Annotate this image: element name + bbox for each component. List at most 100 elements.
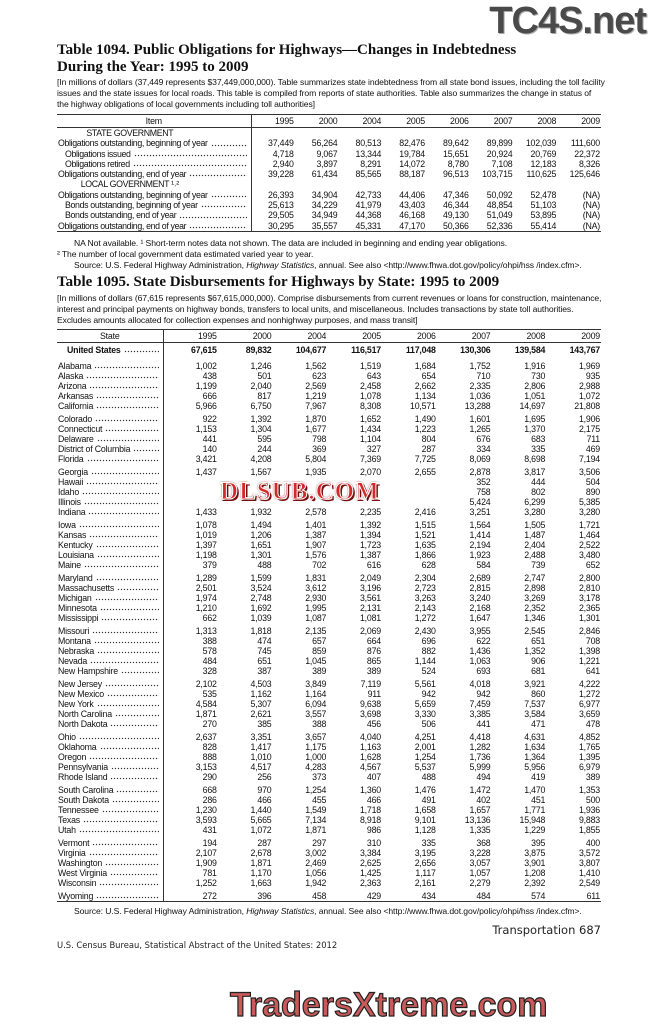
table-row: New Mexico 535 1,162 1,164 911 942 942 860 1,272 xyxy=(57,688,601,699)
value-cell: 402 xyxy=(476,794,491,805)
leader-dots xyxy=(117,582,159,591)
row-label-text: Pennsylvania xyxy=(58,761,108,772)
row-label-text: California xyxy=(58,400,94,411)
value-cell: 1,935 xyxy=(305,466,327,477)
value-cell: 2,161 xyxy=(414,877,436,888)
value-cell: 1,601 xyxy=(469,413,491,424)
value-cell: 3,955 xyxy=(469,625,491,636)
value-cell: 6,750 xyxy=(250,400,272,411)
value-cell: 34,904 xyxy=(311,189,338,200)
row-label-wrap: Arkansas xyxy=(58,390,162,401)
value-cell: 5,424 xyxy=(469,496,491,507)
value-cell: 584 xyxy=(476,559,491,570)
row-label-text: Montana xyxy=(58,635,91,646)
row-label-text: Louisiana xyxy=(58,549,94,560)
row-label-wrap: Nevada xyxy=(58,655,162,666)
row-label-text: Obligations retired xyxy=(65,158,130,169)
value-cell: 611 xyxy=(586,890,601,901)
table-row: Wisconsin 1,252 1,663 1,942 2,363 2,161 2,279 2… xyxy=(57,877,601,888)
table-row: Obligations outstanding, end of year 39,2… xyxy=(57,169,601,180)
table-row: South Carolina 668 970 1,254 1,360 1,476 1,472… xyxy=(57,781,601,795)
value-cell: 681 xyxy=(531,665,546,676)
value-cell: 781 xyxy=(202,867,217,878)
value-cell: 1,223 xyxy=(414,423,436,434)
value-cell: 6,979 xyxy=(578,761,600,772)
value-cell: 3,330 xyxy=(414,708,436,719)
value-cell: 1,210 xyxy=(195,602,217,613)
value-cell: 1,081 xyxy=(359,612,381,623)
row-label: Michigan xyxy=(57,592,164,603)
table-row: South Dakota 286 466 455 466 491 402 451 500 xyxy=(57,794,601,805)
value-cell: 1,254 xyxy=(414,751,436,762)
table-1094-title: Table 1094. Public Obligations for Highw… xyxy=(57,42,605,76)
row-label-text: Tennessee xyxy=(58,804,99,815)
value-cell: 2,392 xyxy=(524,877,546,888)
value-cell: 730 xyxy=(531,370,546,381)
value-cell: 7,725 xyxy=(414,453,436,464)
table-row: Arizona 1,199 2,040 2,569 2,458 2,662 2,335 2,8… xyxy=(57,380,601,391)
value-cell: 4,503 xyxy=(250,678,272,689)
value-cell: 2,522 xyxy=(578,539,600,550)
row-label: Wisconsin xyxy=(57,877,164,888)
row-label-wrap: New Hampshire xyxy=(58,665,162,676)
row-label-text: Oregon xyxy=(58,751,87,762)
value-cell: 5,956 xyxy=(524,761,546,772)
column-header-2005: 2005 xyxy=(327,329,382,343)
value-cell: 623 xyxy=(312,370,327,381)
row-label: Georgia xyxy=(57,463,164,477)
value-cell: 3,659 xyxy=(578,708,600,719)
value-cell: 2,131 xyxy=(359,602,381,613)
value-cell: 1,162 xyxy=(250,688,272,699)
column-header-1995: 1995 xyxy=(163,329,218,343)
value-cell: 3,153 xyxy=(195,761,217,772)
row-label-wrap: Alaska xyxy=(58,370,162,381)
row-label-wrap: Montana xyxy=(58,635,162,646)
value-cell: 3,897 xyxy=(316,158,338,169)
value-cell: 89,899 xyxy=(486,138,513,149)
value-cell: 2,578 xyxy=(305,506,327,517)
leader-dots xyxy=(78,824,159,833)
row-label: New Mexico xyxy=(57,688,164,699)
row-label-text: Wisconsin xyxy=(58,877,97,888)
value-cell: 9,883 xyxy=(578,814,600,825)
value-cell: 4,517 xyxy=(250,761,272,772)
value-cell: 1,254 xyxy=(305,784,327,795)
value-cell: 5,561 xyxy=(414,678,436,689)
row-label: Idaho xyxy=(57,486,164,497)
value-cell: 286 xyxy=(202,794,217,805)
value-cell: 1,153 xyxy=(195,423,217,434)
value-cell: 828 xyxy=(202,741,217,752)
row-label-wrap: South Dakota xyxy=(58,794,162,805)
table-row: Bonds outstanding, beginning of year 25,6… xyxy=(57,200,601,211)
value-cell: 1,718 xyxy=(359,804,381,815)
table-row: Obligations outstanding, beginning of ye… xyxy=(57,189,601,201)
value-cell: 3,251 xyxy=(469,506,491,517)
row-label: West Virginia xyxy=(57,867,164,878)
value-cell: 30,295 xyxy=(268,220,294,231)
value-cell: 1,134 xyxy=(414,390,436,401)
row-label-wrap: Wisconsin xyxy=(58,877,162,888)
row-label-text: Arkansas xyxy=(58,390,94,401)
row-label-text: Minnesota xyxy=(58,602,97,613)
value-cell: 458 xyxy=(312,890,327,901)
row-label-text: Arizona xyxy=(58,380,87,391)
value-cell: 1,401 xyxy=(305,519,327,530)
value-cell: 45,331 xyxy=(355,220,382,231)
value-cell: 1,519 xyxy=(359,360,381,371)
value-cell xyxy=(470,128,514,139)
value-cell: 1,434 xyxy=(359,423,381,434)
value-cell: 4,222 xyxy=(578,678,600,689)
value-cell: 1,410 xyxy=(578,867,600,878)
value-cell: 1,417 xyxy=(250,741,272,752)
table-row: Montana 388 474 657 664 696 622 651 708 xyxy=(57,635,601,646)
row-label-text: Mississippi xyxy=(58,612,99,623)
value-cell: 1,470 xyxy=(524,784,546,795)
value-cell: 2,940 xyxy=(272,158,294,169)
row-label: Arkansas xyxy=(57,390,164,401)
row-label-wrap: California xyxy=(58,400,162,411)
value-cell: 1,487 xyxy=(524,529,546,540)
column-header-2006: 2006 xyxy=(382,329,437,343)
value-cell: 1,206 xyxy=(250,529,272,540)
value-cell: 2,569 xyxy=(305,380,327,391)
value-cell: 388 xyxy=(312,718,327,729)
